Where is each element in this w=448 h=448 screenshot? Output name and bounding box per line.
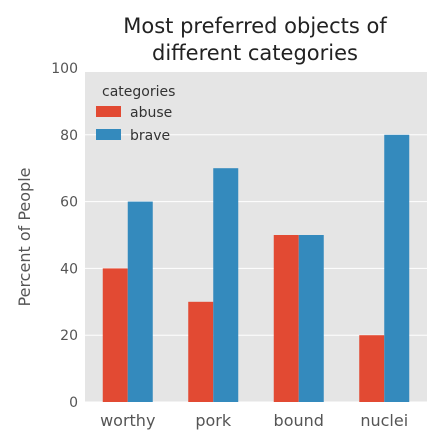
x-axis-ticks: worthy pork bound nuclei — [100, 411, 408, 430]
bar-brave-pork — [213, 168, 239, 402]
bar-brave-nuclei — [384, 134, 410, 403]
bar-abuse-pork — [188, 301, 214, 402]
y-tick-label: 20 — [60, 328, 78, 344]
bar-brave-worthy — [127, 201, 153, 402]
x-tick-label-worthy: worthy — [100, 411, 155, 430]
bar-abuse-nuclei — [359, 335, 385, 402]
legend-label-brave: brave — [130, 128, 170, 144]
legend-label-abuse: abuse — [130, 105, 172, 121]
bar-brave-bound — [298, 235, 324, 402]
legend-swatch-brave — [96, 129, 121, 140]
y-tick-label: 40 — [60, 261, 78, 277]
x-tick-label-pork: pork — [195, 411, 232, 430]
x-tick-label-bound: bound — [274, 411, 324, 430]
bar-abuse-worthy — [102, 268, 128, 402]
y-tick-label: 60 — [60, 195, 78, 211]
chart-title-line-1: Most preferred objects of — [123, 14, 387, 38]
legend-swatch-abuse — [96, 106, 121, 117]
legend-title: categories — [102, 84, 175, 100]
y-tick-label: 0 — [69, 395, 78, 411]
x-tick-label-nuclei: nuclei — [360, 411, 408, 430]
y-tick-label: 100 — [51, 61, 78, 77]
bars — [102, 134, 410, 403]
legend: categories abuse brave — [96, 84, 175, 144]
bar-abuse-bound — [273, 235, 299, 402]
y-axis-ticks: 0 20 40 60 80 100 — [51, 61, 78, 411]
chart-title-line-2: different categories — [152, 41, 358, 65]
y-axis-label: Percent of People — [15, 168, 34, 307]
y-tick-label: 80 — [60, 128, 78, 144]
